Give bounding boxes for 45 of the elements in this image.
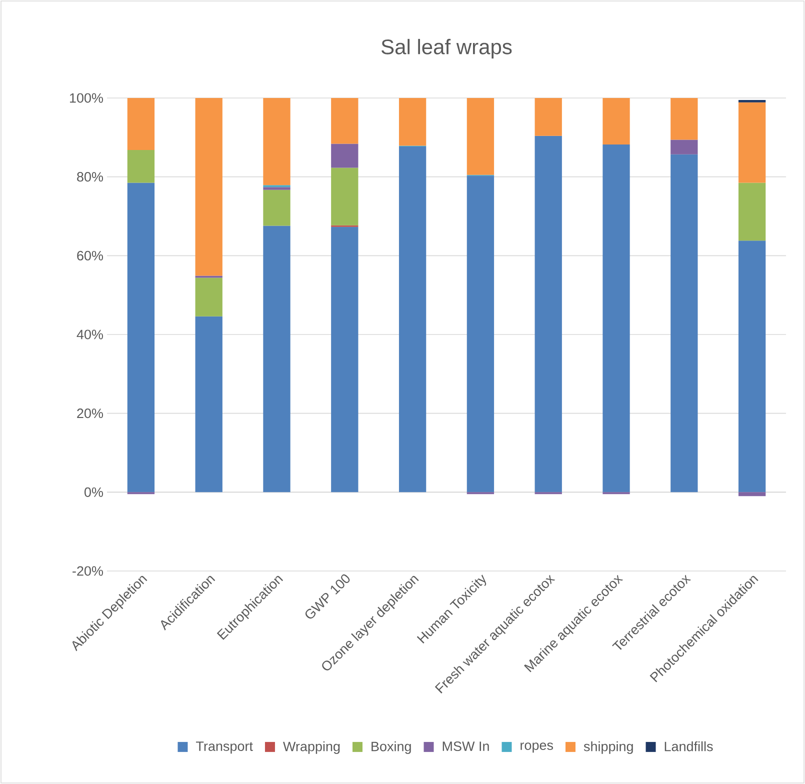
chart-title: Sal leaf wraps — [382, 38, 512, 58]
legend-label: Wrapping — [283, 741, 340, 754]
y-tick-label: 20% — [77, 408, 103, 418]
y-tick-label: 0% — [84, 487, 103, 497]
bar — [263, 226, 290, 492]
bar — [602, 98, 630, 145]
bar — [331, 144, 358, 168]
bar — [263, 190, 290, 226]
bar — [738, 182, 766, 241]
bar — [127, 98, 155, 150]
bar — [738, 102, 766, 183]
bar — [534, 98, 562, 136]
legend-label: ropes — [520, 742, 554, 753]
bar — [670, 154, 698, 492]
y-tick-label: -20% — [72, 566, 103, 576]
bar — [263, 98, 290, 186]
bar — [602, 144, 630, 492]
bar — [195, 98, 222, 276]
y-tick-label: 40% — [76, 330, 103, 340]
bar — [466, 176, 494, 492]
bar — [670, 98, 698, 140]
y-tick-label: 100% — [70, 93, 103, 103]
bar — [331, 226, 358, 492]
legend-label: Landfills — [664, 741, 713, 752]
bar — [195, 278, 222, 316]
bar — [466, 98, 494, 175]
bar — [738, 240, 766, 492]
legend-label: Boxing — [372, 741, 411, 754]
bar — [127, 182, 155, 492]
bar — [398, 146, 426, 492]
bar — [738, 492, 766, 496]
bar — [738, 100, 766, 102]
y-tick-label: 60% — [77, 250, 103, 260]
bar — [670, 140, 698, 154]
bar — [263, 187, 290, 190]
bar — [398, 98, 426, 146]
bar — [534, 136, 562, 492]
bar — [127, 150, 155, 183]
y-tick-label: 80% — [77, 172, 103, 182]
legend-label: Transport — [196, 742, 253, 754]
bar — [331, 168, 358, 226]
legend-label: MSW In — [442, 742, 489, 752]
bar — [331, 98, 358, 144]
bar — [195, 316, 222, 492]
legend-label: shipping — [584, 741, 633, 754]
